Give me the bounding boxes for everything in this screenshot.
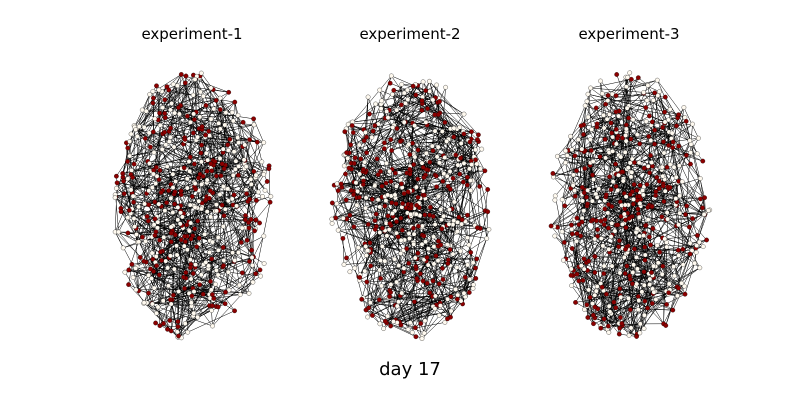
nodes: [329, 73, 492, 341]
network-graph-experiment-1: [112, 70, 274, 341]
panel-title-experiment-1: experiment-1: [141, 25, 243, 43]
network-graph-experiment-2: [329, 73, 492, 341]
figure-caption: day 17: [379, 359, 441, 380]
nodes: [112, 70, 274, 341]
panel-title-experiment-3: experiment-3: [578, 25, 680, 43]
network-graph-experiment-3: [548, 70, 713, 339]
panel-title-experiment-2: experiment-2: [359, 25, 461, 43]
nodes: [548, 70, 713, 339]
